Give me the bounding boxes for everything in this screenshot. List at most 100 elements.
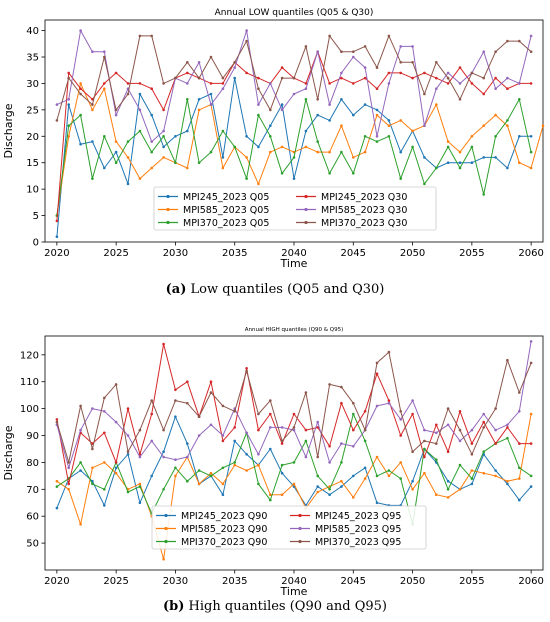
data-point	[233, 426, 236, 429]
data-point	[91, 103, 94, 106]
data-point	[387, 34, 391, 38]
data-point	[67, 103, 70, 106]
data-point	[363, 45, 367, 48]
data-point	[67, 461, 70, 464]
data-point	[245, 369, 248, 373]
data-point	[423, 439, 426, 443]
data-point	[316, 113, 320, 117]
data-point	[340, 442, 343, 445]
data-point	[446, 450, 450, 454]
data-point	[233, 439, 236, 443]
series-line	[56, 351, 532, 463]
data-point	[399, 119, 403, 122]
data-point	[411, 450, 414, 454]
legend-marker	[298, 513, 302, 518]
data-point	[209, 92, 213, 96]
data-point	[470, 469, 474, 472]
data-point	[103, 55, 106, 59]
data-point	[162, 82, 165, 85]
data-point	[458, 82, 462, 85]
data-point	[340, 124, 343, 127]
data-point	[399, 410, 403, 413]
data-point	[470, 428, 474, 432]
data-point	[446, 71, 450, 75]
data-point	[482, 156, 486, 159]
data-point	[494, 50, 497, 53]
data-point	[328, 383, 331, 386]
data-point	[257, 482, 260, 486]
data-point	[280, 439, 284, 443]
data-point	[209, 474, 213, 478]
data-point	[126, 92, 130, 96]
data-point	[138, 482, 142, 486]
legend-item: MPI585_2023 Q90	[156, 524, 267, 535]
data-point	[363, 135, 367, 138]
y-tick-label: 15	[26, 158, 39, 169]
data-point	[114, 71, 118, 75]
legend-marker	[304, 194, 308, 199]
data-point	[114, 140, 118, 143]
data-point	[257, 113, 260, 117]
data-point	[435, 458, 438, 462]
data-point	[387, 119, 391, 122]
data-point	[269, 150, 272, 154]
data-point	[186, 442, 189, 445]
data-point	[150, 439, 153, 443]
data-point	[399, 45, 403, 48]
data-point	[186, 166, 189, 170]
data-point	[352, 428, 355, 432]
y-tick-label: 70	[26, 485, 39, 496]
data-point	[518, 161, 521, 164]
data-point	[174, 466, 177, 470]
data-point	[423, 428, 426, 432]
data-point	[304, 98, 308, 101]
legend-item: MPI370_2023 Q05	[158, 218, 269, 229]
x-tick-label: 2020	[44, 576, 69, 587]
caption-b-text: High quantiles (Q90 and Q95)	[188, 599, 387, 614]
data-point	[269, 498, 272, 502]
data-point	[423, 471, 426, 475]
data-point	[352, 113, 355, 117]
x-tick-label: 2025	[103, 576, 128, 587]
y-tick-label: 40	[26, 26, 39, 37]
data-point	[458, 150, 462, 154]
data-point	[126, 453, 130, 456]
data-point	[518, 98, 521, 101]
data-point	[245, 367, 248, 370]
data-point	[494, 407, 497, 410]
data-point	[174, 458, 177, 462]
legend-item: MPI585_2023 Q95	[290, 524, 401, 535]
data-point	[352, 445, 355, 448]
data-point	[114, 113, 118, 117]
data-point	[103, 87, 106, 90]
data-point	[174, 399, 177, 402]
data-point	[529, 442, 533, 445]
data-point	[399, 461, 403, 464]
data-point	[352, 401, 355, 405]
caption-b: (b) High quantiles (Q90 and Q95)	[0, 599, 550, 614]
data-point	[435, 442, 438, 445]
data-point	[221, 434, 225, 437]
data-point	[292, 426, 296, 429]
data-point	[257, 145, 260, 149]
data-point	[269, 426, 272, 429]
y-tick-label: 35	[26, 53, 39, 64]
data-point	[482, 426, 486, 429]
data-point	[494, 87, 497, 90]
data-point	[103, 461, 106, 464]
data-point	[458, 98, 462, 101]
data-point	[328, 82, 331, 85]
y-tick-label: 5	[33, 211, 39, 222]
data-point	[257, 87, 260, 90]
data-point	[446, 423, 450, 427]
data-point	[162, 108, 165, 112]
data-point	[186, 98, 189, 101]
data-point	[55, 420, 59, 424]
data-point	[174, 415, 177, 419]
data-point	[138, 428, 142, 432]
data-point	[529, 474, 533, 478]
data-point	[482, 471, 486, 475]
data-point	[340, 50, 343, 53]
data-point	[138, 455, 142, 459]
data-point	[470, 71, 474, 75]
